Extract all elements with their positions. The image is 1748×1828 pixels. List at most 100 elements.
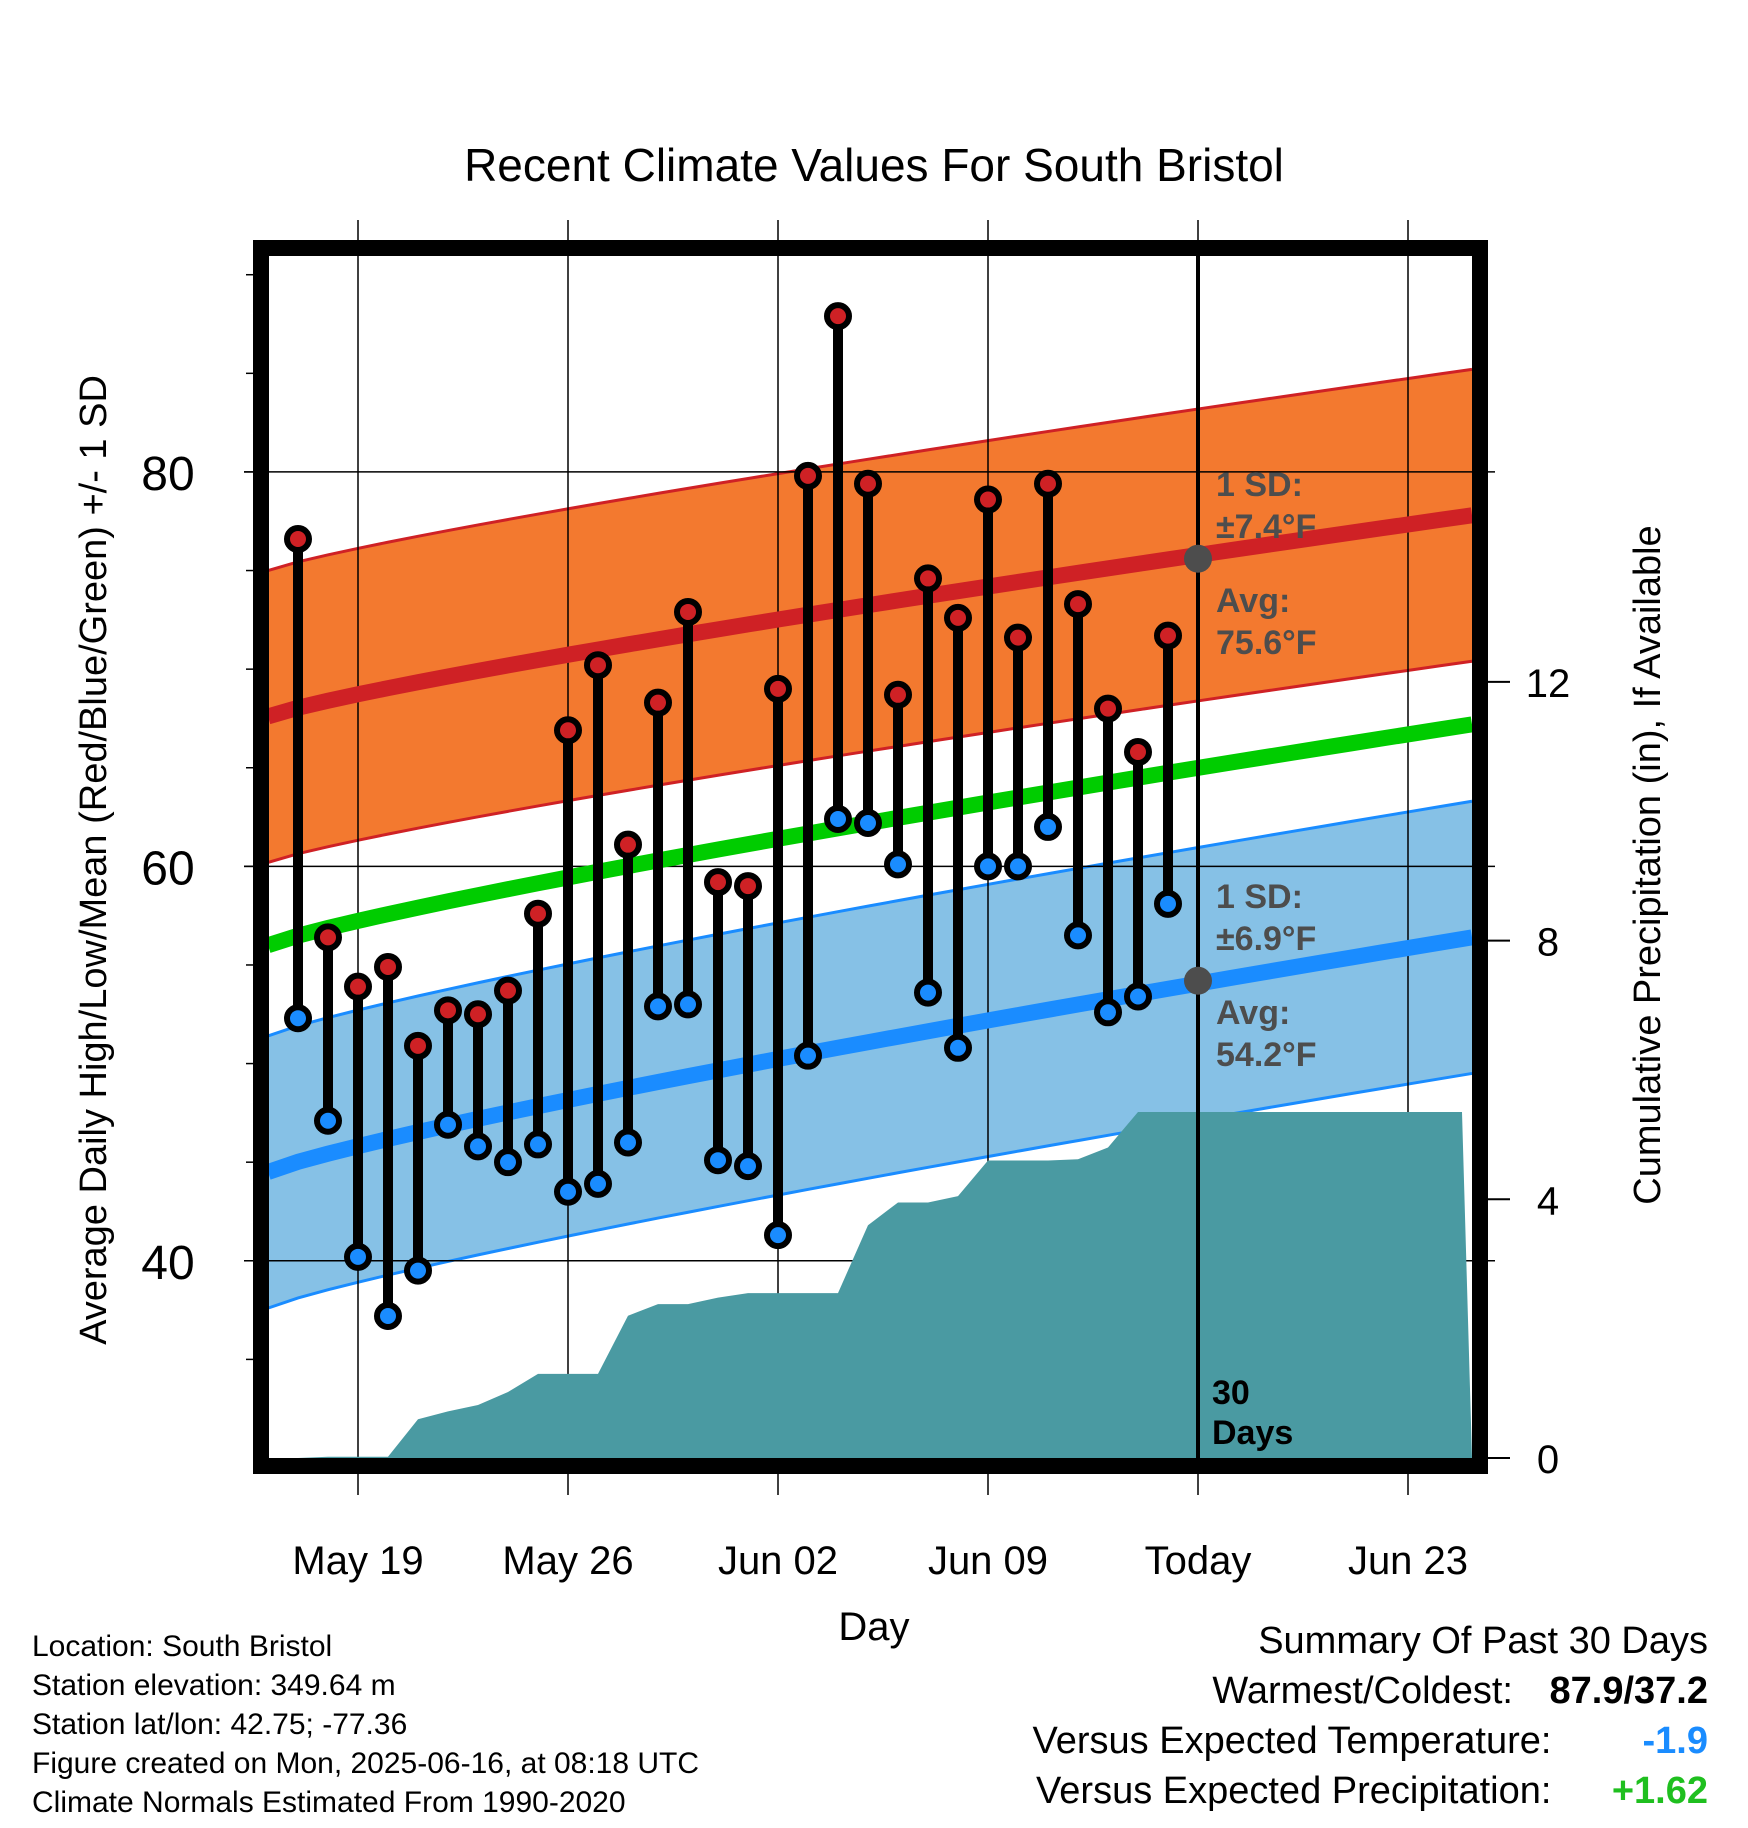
cumulative-precip-area [268,1112,1472,1458]
low-avg-label: Avg: [1216,994,1290,1032]
low-point-day-4 [374,1302,402,1331]
low-sd-label: 1 SD: [1216,878,1303,916]
high-point-day-22 [914,564,942,593]
low-point-day-25 [1004,852,1032,881]
low-point-day-11 [584,1169,612,1198]
low-point-day-8 [494,1148,522,1177]
period-label-unit: Days [1212,1414,1293,1452]
low-point-day-13 [644,992,672,1021]
low-point-day-18 [794,1041,822,1070]
y-axis-label: Average Daily High/Low/Mean (Red/Blue/Gr… [73,375,115,1345]
low-point-day-15 [704,1146,732,1175]
high-point-day-10 [554,716,582,745]
high-point-day-17 [764,674,792,703]
chart-title: Recent Climate Values For South Bristol [464,139,1284,191]
today-high-avg-marker [1184,544,1212,573]
high-point-day-25 [1004,623,1032,652]
high-point-day-20 [854,469,882,498]
high-avg-label: Avg: [1216,582,1290,620]
daily-dots [284,302,1182,1331]
low-point-day-20 [854,808,882,837]
precip-diff-value: +1.62 [1611,1770,1708,1812]
high-point-day-5 [404,1031,432,1060]
low-point-day-16 [734,1152,762,1181]
footer-normals: Climate Normals Estimated From 1990-2020 [32,1786,626,1819]
low-point-day-2 [314,1106,342,1135]
low-point-day-29 [1124,982,1152,1011]
low-point-day-30 [1154,889,1182,918]
high-point-day-2 [314,923,342,952]
high-avg-value: 75.6°F [1216,624,1317,662]
high-point-day-8 [494,976,522,1005]
low-point-day-22 [914,978,942,1007]
high-point-day-6 [434,996,462,1025]
footer-elevation: Station elevation: 349.64 m [32,1669,396,1702]
high-point-day-7 [464,1000,492,1029]
high-point-day-15 [704,868,732,897]
high-point-day-16 [734,872,762,901]
normal-low-line [265,929,1474,1180]
summary-temp-row: Versus Expected Temperature: -1.9 [1033,1720,1708,1763]
low-point-day-9 [524,1130,552,1159]
high-point-day-13 [644,688,672,717]
low-sd-value: ±6.9°F [1216,920,1316,958]
high-point-day-9 [524,899,552,928]
high-sd-band-upper-edge [267,367,1473,572]
y-tick-label-60: 60 [141,842,194,895]
footer-latlon: Station lat/lon: 42.75; -77.36 [32,1708,408,1741]
plot-frame [253,240,1488,1474]
x-tick-label-1: May 26 [502,1539,633,1583]
high-point-day-3 [344,972,372,1001]
low-point-day-23 [944,1033,972,1062]
low-point-day-28 [1094,998,1122,1027]
warm-cold-value: 87.9/37.2 [1549,1670,1708,1712]
summary-precip-row: Versus Expected Precipitation: +1.62 [1036,1770,1708,1813]
axes: 40 60 80 0 4 8 12 May 19 May 26 Jun 02 Jun 09 Today… [73,273,1669,1649]
high-point-day-30 [1154,621,1182,650]
footer-location: Location: South Bristol [32,1630,333,1663]
warm-cold-label: Warmest/Coldest: [1212,1670,1513,1712]
high-sd-value: ±7.4°F [1216,508,1316,546]
high-point-day-27 [1064,590,1092,619]
temp-diff-label: Versus Expected Temperature: [1032,1720,1552,1762]
high-sd-label: 1 SD: [1216,466,1303,504]
precipitation-area [268,1112,1472,1458]
high-point-day-11 [584,651,612,680]
high-point-day-26 [1034,469,1062,498]
period-label-number: 30 [1212,1374,1250,1412]
low-avg-value: 54.2°F [1216,1036,1317,1074]
low-point-day-17 [764,1221,792,1250]
y-tick-label-40: 40 [141,1237,194,1290]
annotations: 1 SD: ±7.4°F Avg: 75.6°F 1 SD: ±6.9°F Avg: 54.2… [1184,466,1317,1452]
high-point-day-24 [974,485,1002,514]
y-tick-label-80: 80 [141,448,194,501]
low-point-day-21 [884,850,912,879]
y2-tick-label-0: 0 [1537,1438,1559,1482]
low-point-day-1 [284,1004,312,1033]
footer-created: Figure created on Mon, 2025-06-16, at 08… [32,1747,700,1780]
y2-tick-label-8: 8 [1537,921,1559,965]
high-point-day-12 [614,830,642,859]
precip-diff-label: Versus Expected Precipitation: [1036,1770,1552,1812]
low-point-day-19 [824,805,852,834]
high-point-day-4 [374,952,402,981]
x-tick-label-2: Jun 02 [718,1539,838,1583]
today-low-avg-marker [1184,966,1212,995]
low-point-day-3 [344,1242,372,1271]
low-point-day-6 [434,1110,462,1139]
x-tick-label-4: Today [1145,1539,1252,1583]
summary-title: Summary Of Past 30 Days [1258,1620,1708,1662]
low-point-day-14 [674,990,702,1019]
low-point-day-10 [554,1177,582,1206]
high-point-day-19 [824,302,852,331]
high-point-day-29 [1124,737,1152,766]
low-sd-band-upper-edge [267,799,1473,1038]
y2-axis-label: Cumulative Precipitation (in), If Availa… [1627,525,1669,1204]
temp-diff-value: -1.9 [1642,1720,1708,1762]
high-point-day-21 [884,680,912,709]
low-point-day-26 [1034,812,1062,841]
low-point-day-7 [464,1132,492,1161]
low-sd-band-lower-edge [267,1071,1473,1310]
high-point-day-28 [1094,694,1122,723]
